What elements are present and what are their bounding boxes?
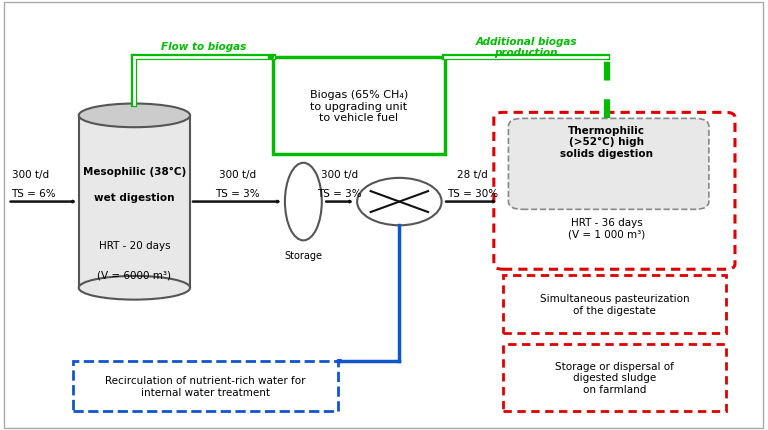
- Text: HRT - 20 days: HRT - 20 days: [98, 240, 170, 250]
- Text: 300 t/d: 300 t/d: [321, 169, 358, 179]
- Text: (V = 6000 m³): (V = 6000 m³): [98, 270, 171, 280]
- FancyBboxPatch shape: [73, 361, 338, 411]
- Ellipse shape: [78, 104, 190, 128]
- Text: Mesophilic (38°C): Mesophilic (38°C): [83, 167, 186, 177]
- Text: Simultaneous pasteurization
of the digestate: Simultaneous pasteurization of the diges…: [540, 293, 689, 315]
- Text: 300 t/d: 300 t/d: [12, 169, 48, 179]
- FancyBboxPatch shape: [273, 58, 445, 155]
- Text: Flow to biogas: Flow to biogas: [161, 42, 247, 52]
- FancyBboxPatch shape: [494, 113, 735, 270]
- Text: Additional biogas
production: Additional biogas production: [475, 37, 577, 58]
- Text: wet digestion: wet digestion: [94, 193, 174, 203]
- Ellipse shape: [285, 163, 322, 241]
- Text: TS = 30%: TS = 30%: [447, 188, 498, 199]
- Ellipse shape: [78, 276, 190, 300]
- Text: Thermophilic
(>52°C) high
solids digestion: Thermophilic (>52°C) high solids digesti…: [560, 125, 654, 159]
- Bar: [78, 116, 190, 288]
- Text: 28 t/d: 28 t/d: [457, 169, 488, 179]
- FancyBboxPatch shape: [508, 119, 709, 210]
- Text: TS = 6%: TS = 6%: [12, 188, 56, 199]
- Text: Recirculation of nutrient-rich water for
internal water treatment: Recirculation of nutrient-rich water for…: [105, 375, 306, 397]
- Text: 300 t/d: 300 t/d: [219, 169, 256, 179]
- FancyBboxPatch shape: [503, 344, 726, 411]
- Text: TS = 3%: TS = 3%: [317, 188, 362, 199]
- Text: HRT - 36 days
(V = 1 000 m³): HRT - 36 days (V = 1 000 m³): [568, 217, 645, 239]
- Circle shape: [357, 178, 442, 226]
- FancyBboxPatch shape: [503, 275, 726, 333]
- Text: Storage or dispersal of
digested sludge
on farmland: Storage or dispersal of digested sludge …: [555, 361, 674, 394]
- Text: TS = 3%: TS = 3%: [215, 188, 260, 199]
- Text: Biogas (65% CH₄)
to upgrading unit
to vehicle fuel: Biogas (65% CH₄) to upgrading unit to ve…: [310, 90, 408, 123]
- Text: Storage: Storage: [284, 251, 323, 261]
